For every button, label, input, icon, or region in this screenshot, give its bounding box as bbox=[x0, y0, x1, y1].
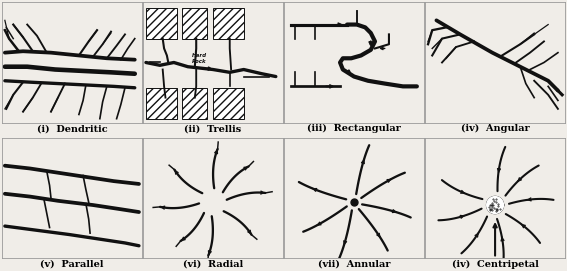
Bar bbox=[182, 8, 208, 38]
X-axis label: (i)  Dendritic: (i) Dendritic bbox=[37, 124, 107, 133]
X-axis label: (iv)  Centripetal: (iv) Centripetal bbox=[452, 260, 539, 269]
Bar bbox=[146, 88, 177, 119]
X-axis label: (iii)  Rectangular: (iii) Rectangular bbox=[307, 124, 401, 133]
Polygon shape bbox=[486, 196, 503, 214]
Text: Hard
Rock: Hard Rock bbox=[192, 53, 206, 64]
X-axis label: (vii)  Annular: (vii) Annular bbox=[318, 260, 390, 269]
X-axis label: (ii)  Trellis: (ii) Trellis bbox=[184, 124, 242, 133]
Bar bbox=[213, 8, 244, 38]
X-axis label: (iv)  Angular: (iv) Angular bbox=[461, 124, 530, 133]
X-axis label: (v)  Parallel: (v) Parallel bbox=[40, 260, 104, 269]
Bar bbox=[146, 8, 177, 38]
Bar bbox=[182, 88, 208, 119]
X-axis label: (vi)  Radial: (vi) Radial bbox=[183, 260, 243, 269]
Bar bbox=[213, 88, 244, 119]
